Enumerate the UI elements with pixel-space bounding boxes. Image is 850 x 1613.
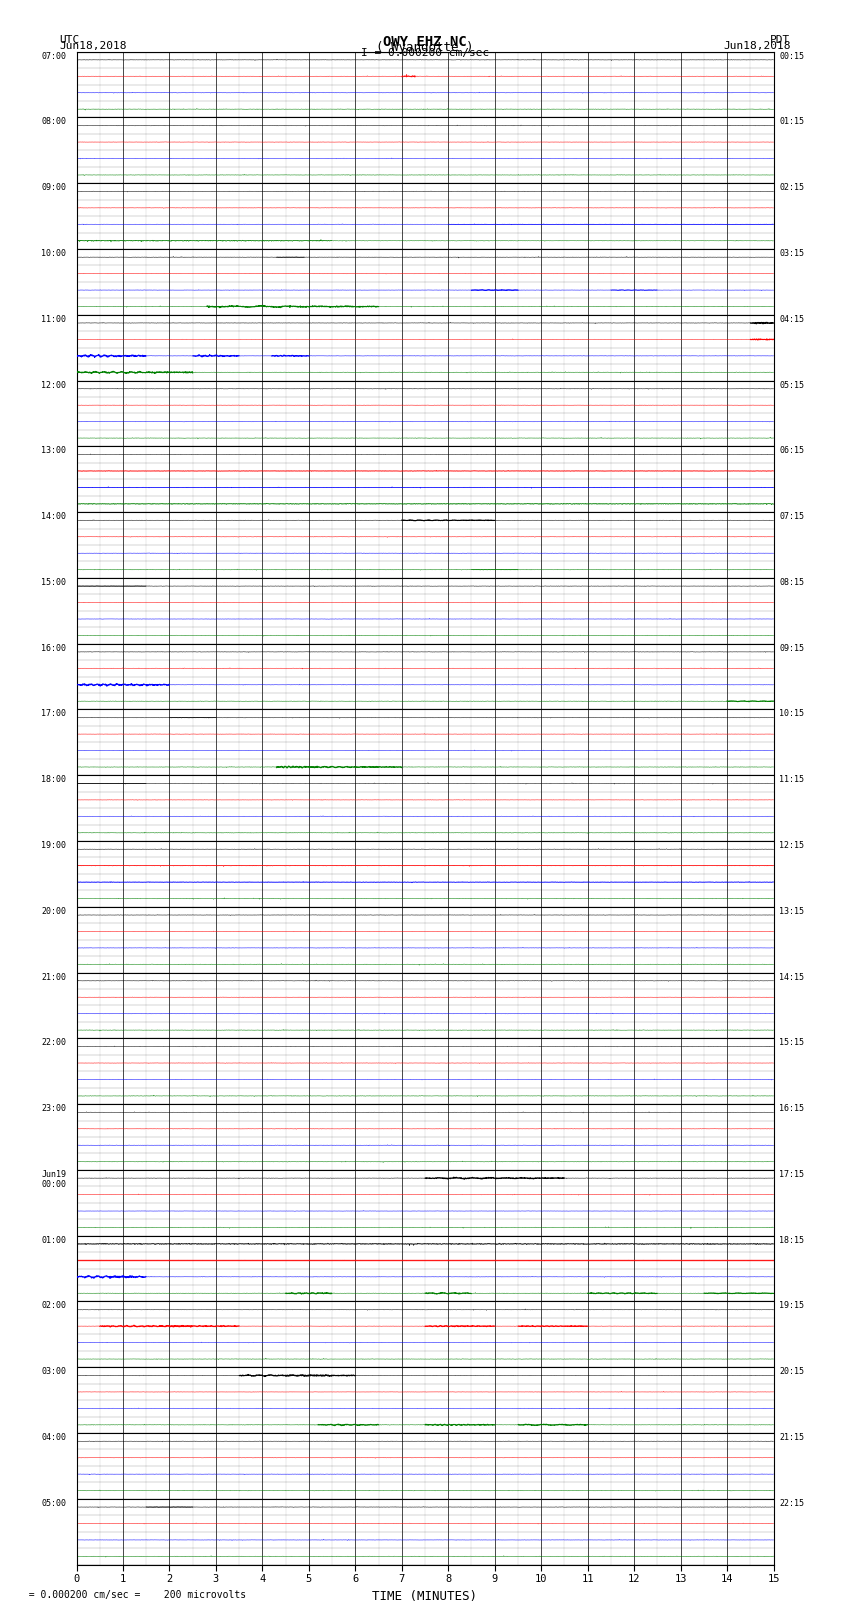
Text: 16:00: 16:00 bbox=[42, 644, 66, 653]
Text: 05:00: 05:00 bbox=[42, 1498, 66, 1508]
Text: Jun19
00:00: Jun19 00:00 bbox=[42, 1169, 66, 1189]
Text: 16:15: 16:15 bbox=[779, 1105, 804, 1113]
Text: 09:00: 09:00 bbox=[42, 184, 66, 192]
Text: 13:15: 13:15 bbox=[779, 907, 804, 916]
Text: 00:15: 00:15 bbox=[779, 52, 804, 61]
Text: 13:00: 13:00 bbox=[42, 447, 66, 455]
Text: 23:00: 23:00 bbox=[42, 1105, 66, 1113]
Text: 06:15: 06:15 bbox=[779, 447, 804, 455]
Text: 12:00: 12:00 bbox=[42, 381, 66, 389]
Text: 05:15: 05:15 bbox=[779, 381, 804, 389]
Text: 03:15: 03:15 bbox=[779, 248, 804, 258]
X-axis label: TIME (MINUTES): TIME (MINUTES) bbox=[372, 1590, 478, 1603]
Text: 08:00: 08:00 bbox=[42, 118, 66, 126]
Text: 03:00: 03:00 bbox=[42, 1368, 66, 1376]
Text: 10:15: 10:15 bbox=[779, 710, 804, 718]
Text: 17:15: 17:15 bbox=[779, 1169, 804, 1179]
Text: 15:00: 15:00 bbox=[42, 577, 66, 587]
Text: 01:00: 01:00 bbox=[42, 1236, 66, 1245]
Text: 20:00: 20:00 bbox=[42, 907, 66, 916]
Text: 10:00: 10:00 bbox=[42, 248, 66, 258]
Text: Jun18,2018: Jun18,2018 bbox=[723, 40, 791, 52]
Text: I = 0.000200 cm/sec: I = 0.000200 cm/sec bbox=[361, 47, 489, 58]
Text: 18:00: 18:00 bbox=[42, 776, 66, 784]
Text: 04:15: 04:15 bbox=[779, 315, 804, 324]
Text: 21:15: 21:15 bbox=[779, 1432, 804, 1442]
Text: 02:15: 02:15 bbox=[779, 184, 804, 192]
Text: ( Wyandotte ): ( Wyandotte ) bbox=[377, 40, 473, 55]
Text: 19:00: 19:00 bbox=[42, 840, 66, 850]
Text: 21:00: 21:00 bbox=[42, 973, 66, 982]
Text: 22:15: 22:15 bbox=[779, 1498, 804, 1508]
Text: 12:15: 12:15 bbox=[779, 840, 804, 850]
Text: 01:15: 01:15 bbox=[779, 118, 804, 126]
Text: 18:15: 18:15 bbox=[779, 1236, 804, 1245]
Text: 07:00: 07:00 bbox=[42, 52, 66, 61]
Text: 11:15: 11:15 bbox=[779, 776, 804, 784]
Text: 08:15: 08:15 bbox=[779, 577, 804, 587]
Text: 02:00: 02:00 bbox=[42, 1302, 66, 1310]
Text: 14:15: 14:15 bbox=[779, 973, 804, 982]
Text: 14:00: 14:00 bbox=[42, 511, 66, 521]
Text: UTC: UTC bbox=[60, 35, 80, 45]
Text: 20:15: 20:15 bbox=[779, 1368, 804, 1376]
Text: = 0.000200 cm/sec =    200 microvolts: = 0.000200 cm/sec = 200 microvolts bbox=[17, 1590, 246, 1600]
Text: Jun18,2018: Jun18,2018 bbox=[60, 40, 127, 52]
Text: PDT: PDT bbox=[770, 35, 790, 45]
Text: OWY EHZ NC: OWY EHZ NC bbox=[383, 35, 467, 48]
Text: 15:15: 15:15 bbox=[779, 1039, 804, 1047]
Text: 19:15: 19:15 bbox=[779, 1302, 804, 1310]
Text: 04:00: 04:00 bbox=[42, 1432, 66, 1442]
Text: 11:00: 11:00 bbox=[42, 315, 66, 324]
Text: 22:00: 22:00 bbox=[42, 1039, 66, 1047]
Text: 17:00: 17:00 bbox=[42, 710, 66, 718]
Text: 07:15: 07:15 bbox=[779, 511, 804, 521]
Text: 09:15: 09:15 bbox=[779, 644, 804, 653]
